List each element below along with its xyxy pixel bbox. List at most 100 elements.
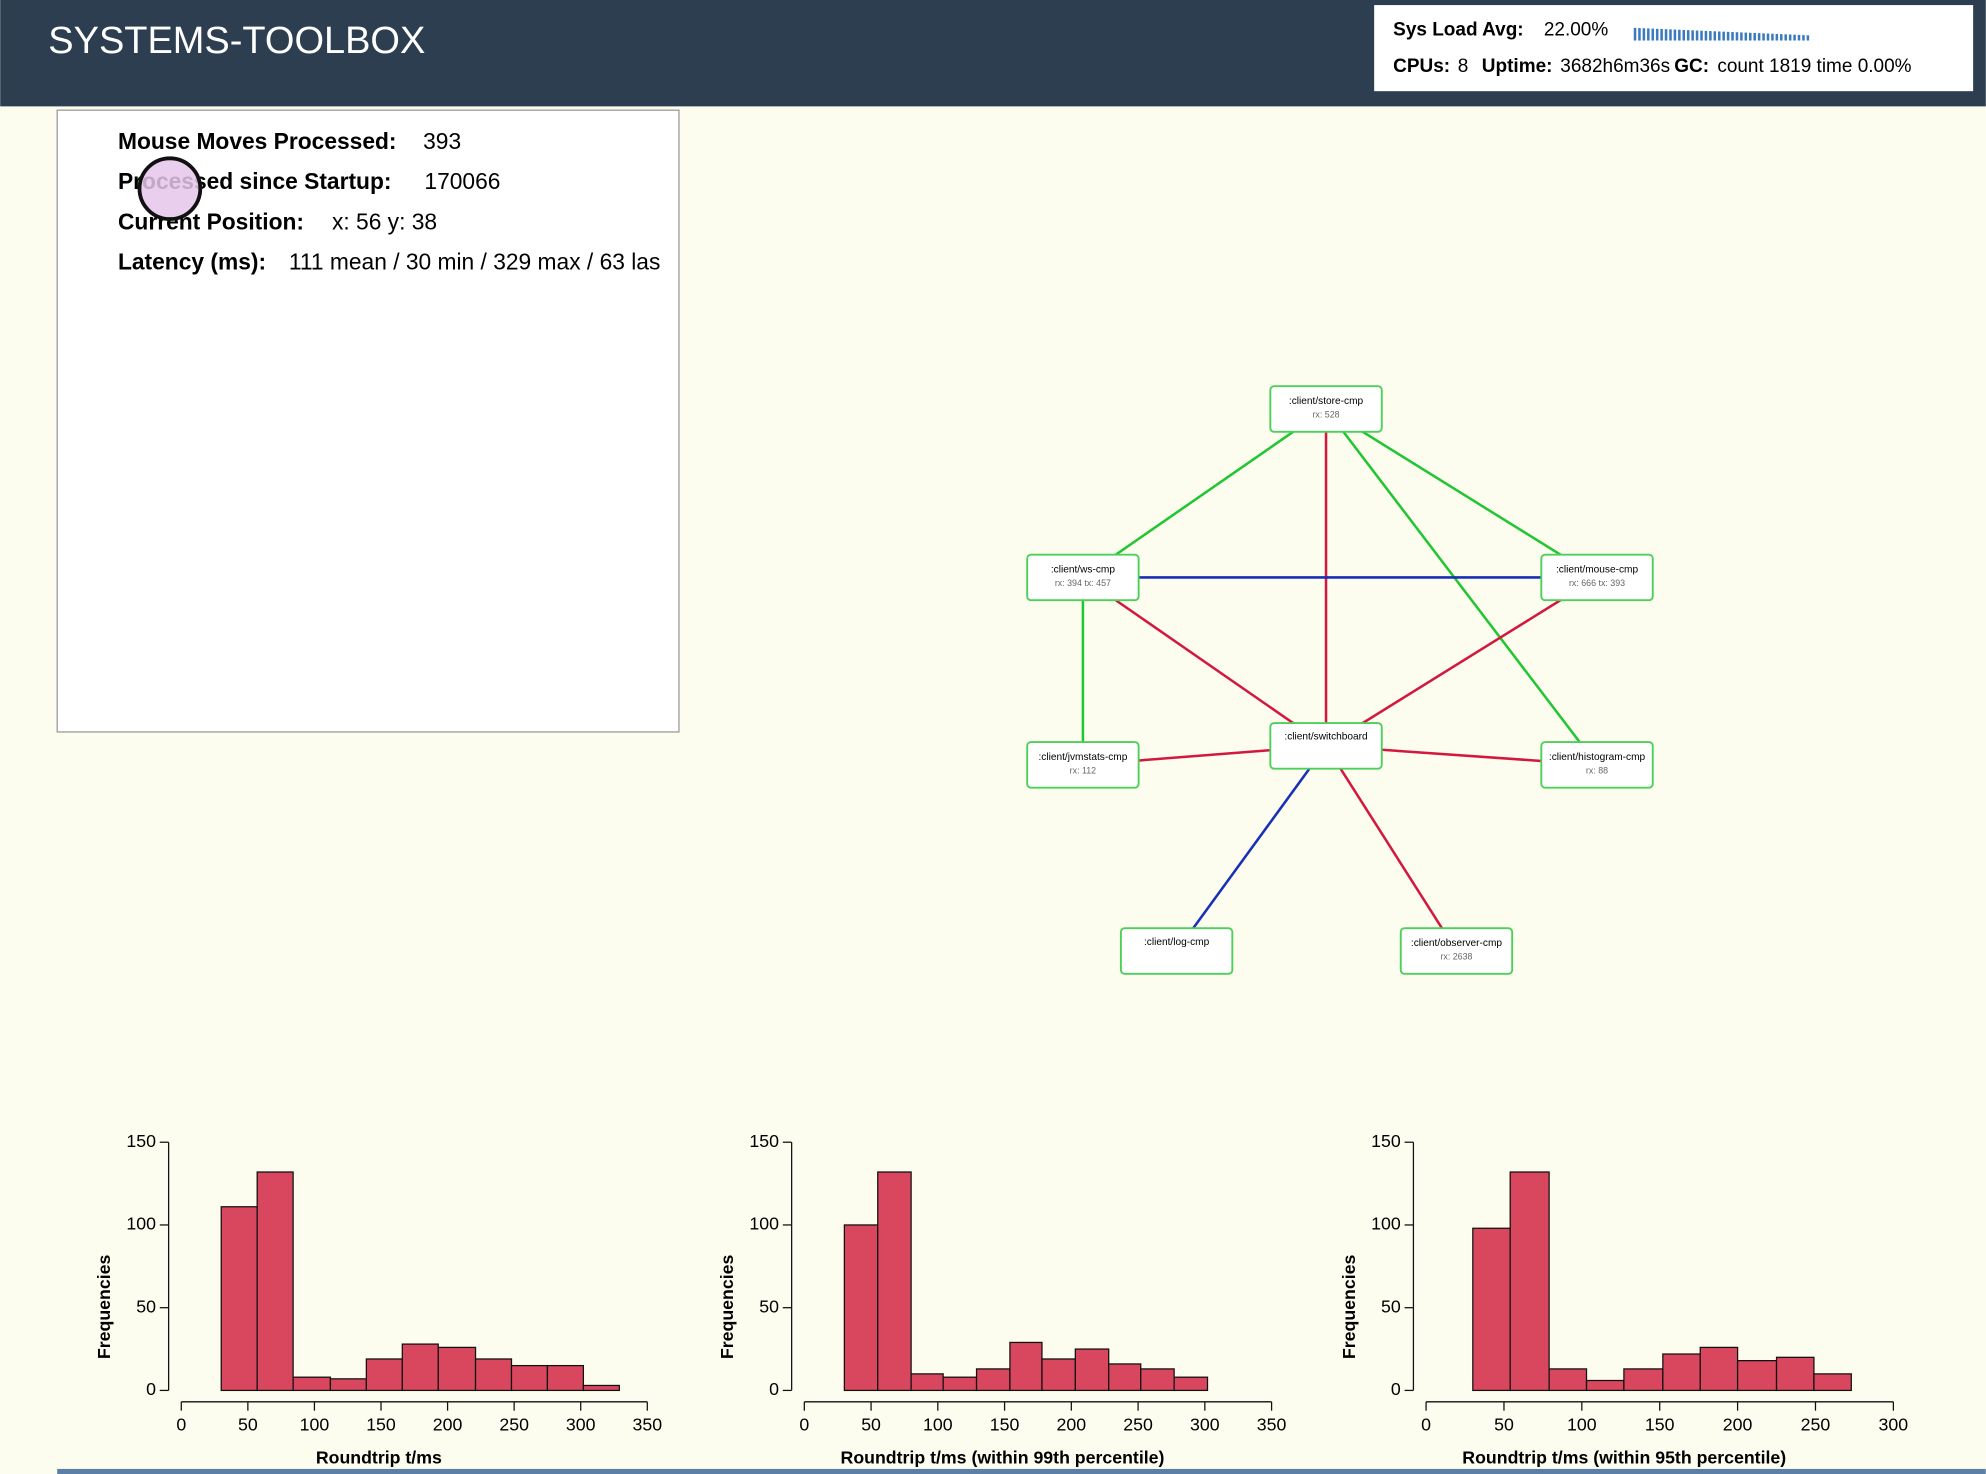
hist-bar: [843, 1224, 879, 1392]
uptime-value: 3682h6m36s: [1560, 56, 1670, 77]
stat-label: Current Position:: [118, 208, 304, 234]
spark-bar: [1757, 33, 1761, 41]
graph-node: [1119, 927, 1234, 975]
x-tick-label: 200: [1723, 1415, 1753, 1435]
spark-bar: [1709, 31, 1712, 41]
node-info: rx: 528: [1312, 410, 1339, 420]
y-axis-title: Frequencies: [717, 1255, 737, 1360]
hist-bar: [975, 1368, 1011, 1392]
hist-bar: [1585, 1379, 1625, 1392]
spark-bar: [1726, 31, 1730, 41]
spark-bar: [1704, 30, 1708, 41]
x-tick-label: 150: [1645, 1415, 1675, 1435]
stat-value: 170066: [424, 168, 500, 194]
node-label: :client/observer-cmp: [1411, 938, 1503, 949]
cpus-value: 8: [1458, 56, 1469, 77]
graph-node: [1026, 741, 1140, 789]
spark-bar: [1775, 33, 1779, 41]
histograms: 0 50 100 150 0 50 100 150 200 250 300 350 Roundtrip …: [94, 1131, 1908, 1468]
hist-bar: [582, 1384, 620, 1392]
spark-bar: [1740, 32, 1743, 41]
node-label: :client/log-cmp: [1144, 937, 1210, 948]
spark-bar: [1678, 29, 1681, 41]
spark-bar: [1633, 27, 1637, 41]
node-label: :client/jvmstats-cmp: [1038, 752, 1127, 763]
x-tick-label: 150: [990, 1415, 1020, 1435]
y-tick-label: 50: [759, 1296, 779, 1316]
y-tick-label: 100: [1371, 1214, 1401, 1234]
graph-edge: [1325, 576, 1598, 747]
node-label: :client/switchboard: [1284, 732, 1367, 743]
spark-bar: [1722, 31, 1725, 41]
x-tick-label: 100: [1567, 1415, 1597, 1435]
hist-bar: [437, 1346, 477, 1392]
spark-bar: [1766, 33, 1770, 41]
uptime-label: Uptime:: [1482, 56, 1553, 77]
y-tick-label: 50: [136, 1296, 156, 1316]
spark-bar: [1713, 31, 1717, 41]
x-tick-label: 350: [633, 1415, 663, 1435]
x-tick-label: 300: [566, 1415, 596, 1435]
spark-bar: [1682, 29, 1686, 41]
hist-bar: [942, 1376, 978, 1392]
graph-node: [1399, 927, 1514, 975]
spark-bar: [1802, 35, 1805, 41]
load-label: Sys Load Avg:: [1393, 19, 1523, 40]
spark-bar: [1647, 28, 1650, 41]
hist-bar: [1775, 1356, 1815, 1392]
hist-bar: [220, 1206, 258, 1392]
graph-edge: [1082, 576, 1327, 747]
graph-edge: [1324, 745, 1458, 952]
hist-bar: [292, 1376, 332, 1392]
hist-bar: [329, 1378, 367, 1392]
spark-bar: [1655, 28, 1659, 41]
gc-value: count 1819 time 0.00%: [1717, 56, 1911, 77]
x-axis-title: Roundtrip t/ms (within 95th percentile): [1462, 1447, 1786, 1467]
x-tick-label: 250: [1801, 1415, 1831, 1435]
hist-bar: [910, 1373, 944, 1392]
hist-bar: [1548, 1368, 1588, 1392]
hist-bar: [365, 1358, 403, 1392]
component-graph: :client/store-cmp rx: 528:client/ws-cmp rx…: [1026, 385, 1654, 975]
hist-bar: [401, 1343, 439, 1392]
spark-bar: [1806, 35, 1810, 41]
hist-bar: [877, 1171, 912, 1392]
x-tick-label: 50: [238, 1415, 258, 1435]
hist-bar: [1472, 1227, 1511, 1392]
hist-bar: [1736, 1360, 1778, 1392]
x-tick-label: 50: [861, 1415, 881, 1435]
x-tick-label: 300: [1879, 1415, 1909, 1435]
graph-node: [1269, 385, 1383, 433]
hist-bar: [474, 1358, 513, 1392]
stat-value: x: 56 y: 38: [332, 208, 437, 234]
x-tick-label: 0: [1421, 1415, 1431, 1435]
load-sparkline: [1633, 27, 1810, 41]
graph-edge: [1325, 408, 1599, 766]
spark-bar: [1673, 29, 1677, 41]
graph-edge: [1082, 407, 1327, 579]
spark-bar: [1784, 34, 1787, 41]
node-info: rx: 112: [1070, 766, 1096, 776]
x-tick-label: 250: [499, 1415, 529, 1435]
spark-bar: [1762, 33, 1765, 41]
graph-node: [1540, 553, 1654, 602]
spark-bar: [1771, 33, 1774, 41]
spark-bar: [1717, 31, 1721, 41]
spark-bar: [1753, 32, 1756, 41]
hist-bar: [510, 1364, 549, 1392]
spark-bar: [1642, 28, 1646, 41]
hist-bar: [1509, 1171, 1550, 1392]
x-tick-label: 150: [366, 1415, 396, 1435]
x-tick-label: 50: [1494, 1415, 1514, 1435]
hist-bar: [1108, 1363, 1142, 1392]
x-tick-label: 0: [176, 1415, 186, 1435]
y-tick-label: 150: [749, 1131, 779, 1151]
hist-bar: [1813, 1373, 1852, 1392]
spark-bar: [1695, 30, 1699, 41]
node-info: rx: 2638: [1440, 952, 1472, 962]
x-tick-label: 250: [1123, 1415, 1153, 1435]
hist-bar: [1074, 1348, 1110, 1392]
app-title: SYSTEMS-TOOLBOX: [48, 20, 425, 62]
y-tick-label: 0: [146, 1379, 156, 1399]
